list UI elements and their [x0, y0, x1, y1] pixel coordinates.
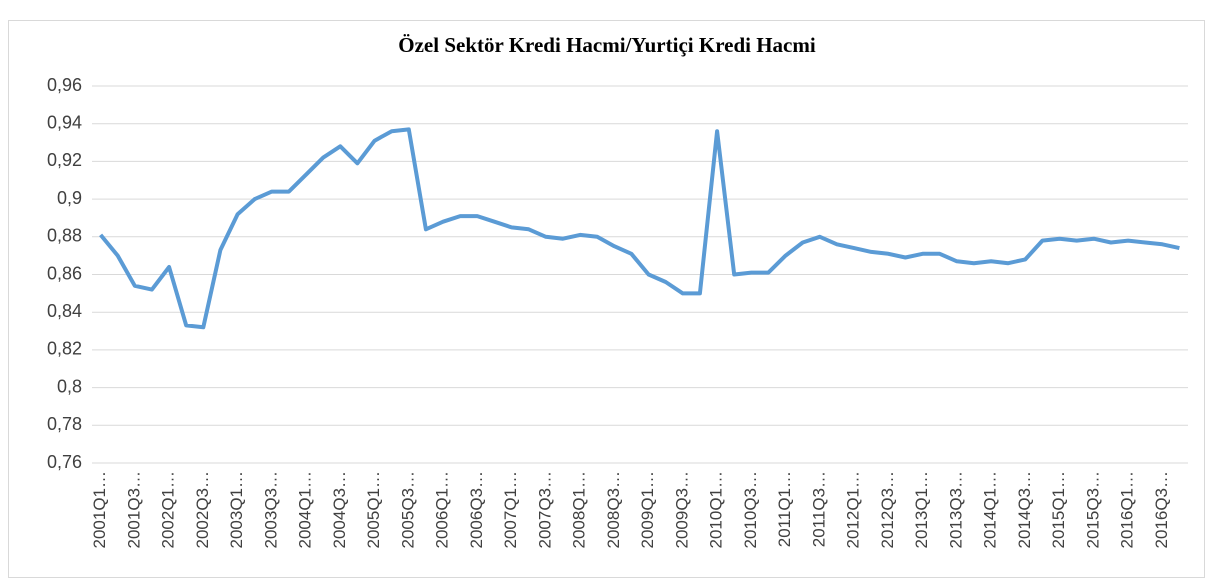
y-tick-label: 0,76 — [47, 452, 82, 472]
x-tick-label: 2011Q3… — [809, 471, 828, 547]
x-tick-label: 2004Q1… — [296, 471, 315, 549]
x-tick-label: 2015Q1… — [1049, 471, 1068, 549]
x-tick-label: 2003Q3… — [261, 471, 280, 549]
y-tick-label: 0,86 — [47, 263, 82, 283]
x-tick-label: 2014Q3… — [1015, 471, 1034, 549]
x-tick-label: 2016Q3… — [1152, 471, 1171, 549]
x-tick-label: 2009Q1… — [638, 471, 657, 549]
x-tick-label: 2012Q3… — [878, 471, 897, 549]
x-tick-label: 2005Q1… — [364, 471, 383, 549]
x-tick-label: 2008Q1… — [570, 471, 589, 549]
y-tick-label: 0,94 — [47, 112, 82, 132]
y-tick-label: 0,82 — [47, 339, 82, 359]
x-tick-label: 2006Q1… — [433, 471, 452, 549]
y-tick-label: 0,92 — [47, 150, 82, 170]
x-tick-label: 2015Q3… — [1083, 471, 1102, 549]
chart-title: Özel Sektör Kredi Hacmi/Yurtiçi Kredi Ha… — [398, 33, 816, 57]
x-tick-label: 2016Q1… — [1118, 471, 1137, 549]
x-tick-label: 2010Q1… — [707, 471, 726, 549]
x-tick-label: 2003Q1… — [227, 471, 246, 549]
x-tick-label: 2002Q3… — [193, 471, 212, 549]
x-tick-label: 2012Q1… — [844, 471, 863, 549]
y-tick-label: 0,96 — [47, 75, 82, 95]
x-tick-label: 2008Q3… — [604, 471, 623, 549]
x-tick-label: 2013Q1… — [912, 471, 931, 549]
y-tick-label: 0,9 — [57, 188, 82, 208]
line-series — [99, 127, 1180, 330]
y-tick-label: 0,78 — [47, 414, 82, 434]
x-tick-label: 2007Q1… — [501, 471, 520, 549]
x-tick-label: 2001Q1… — [90, 471, 109, 549]
x-tick-label: 2002Q1… — [159, 471, 178, 549]
y-tick-label: 0,84 — [47, 301, 82, 321]
y-tick-label: 0,8 — [57, 376, 82, 396]
x-tick-label: 2013Q3… — [946, 471, 965, 549]
x-tick-label: 2014Q1… — [981, 471, 1000, 549]
y-tick-label: 0,88 — [47, 226, 82, 246]
x-tick-label: 2005Q3… — [398, 471, 417, 549]
x-tick-label: 2009Q3… — [672, 471, 691, 549]
x-tick-label: 2001Q3… — [124, 471, 143, 549]
x-tick-label: 2007Q3… — [535, 471, 554, 549]
x-tick-label: 2010Q3… — [741, 471, 760, 549]
x-tick-label: 2004Q3… — [330, 471, 349, 549]
x-tick-label: 2011Q1… — [775, 471, 794, 547]
x-tick-label: 2006Q3… — [467, 471, 486, 549]
